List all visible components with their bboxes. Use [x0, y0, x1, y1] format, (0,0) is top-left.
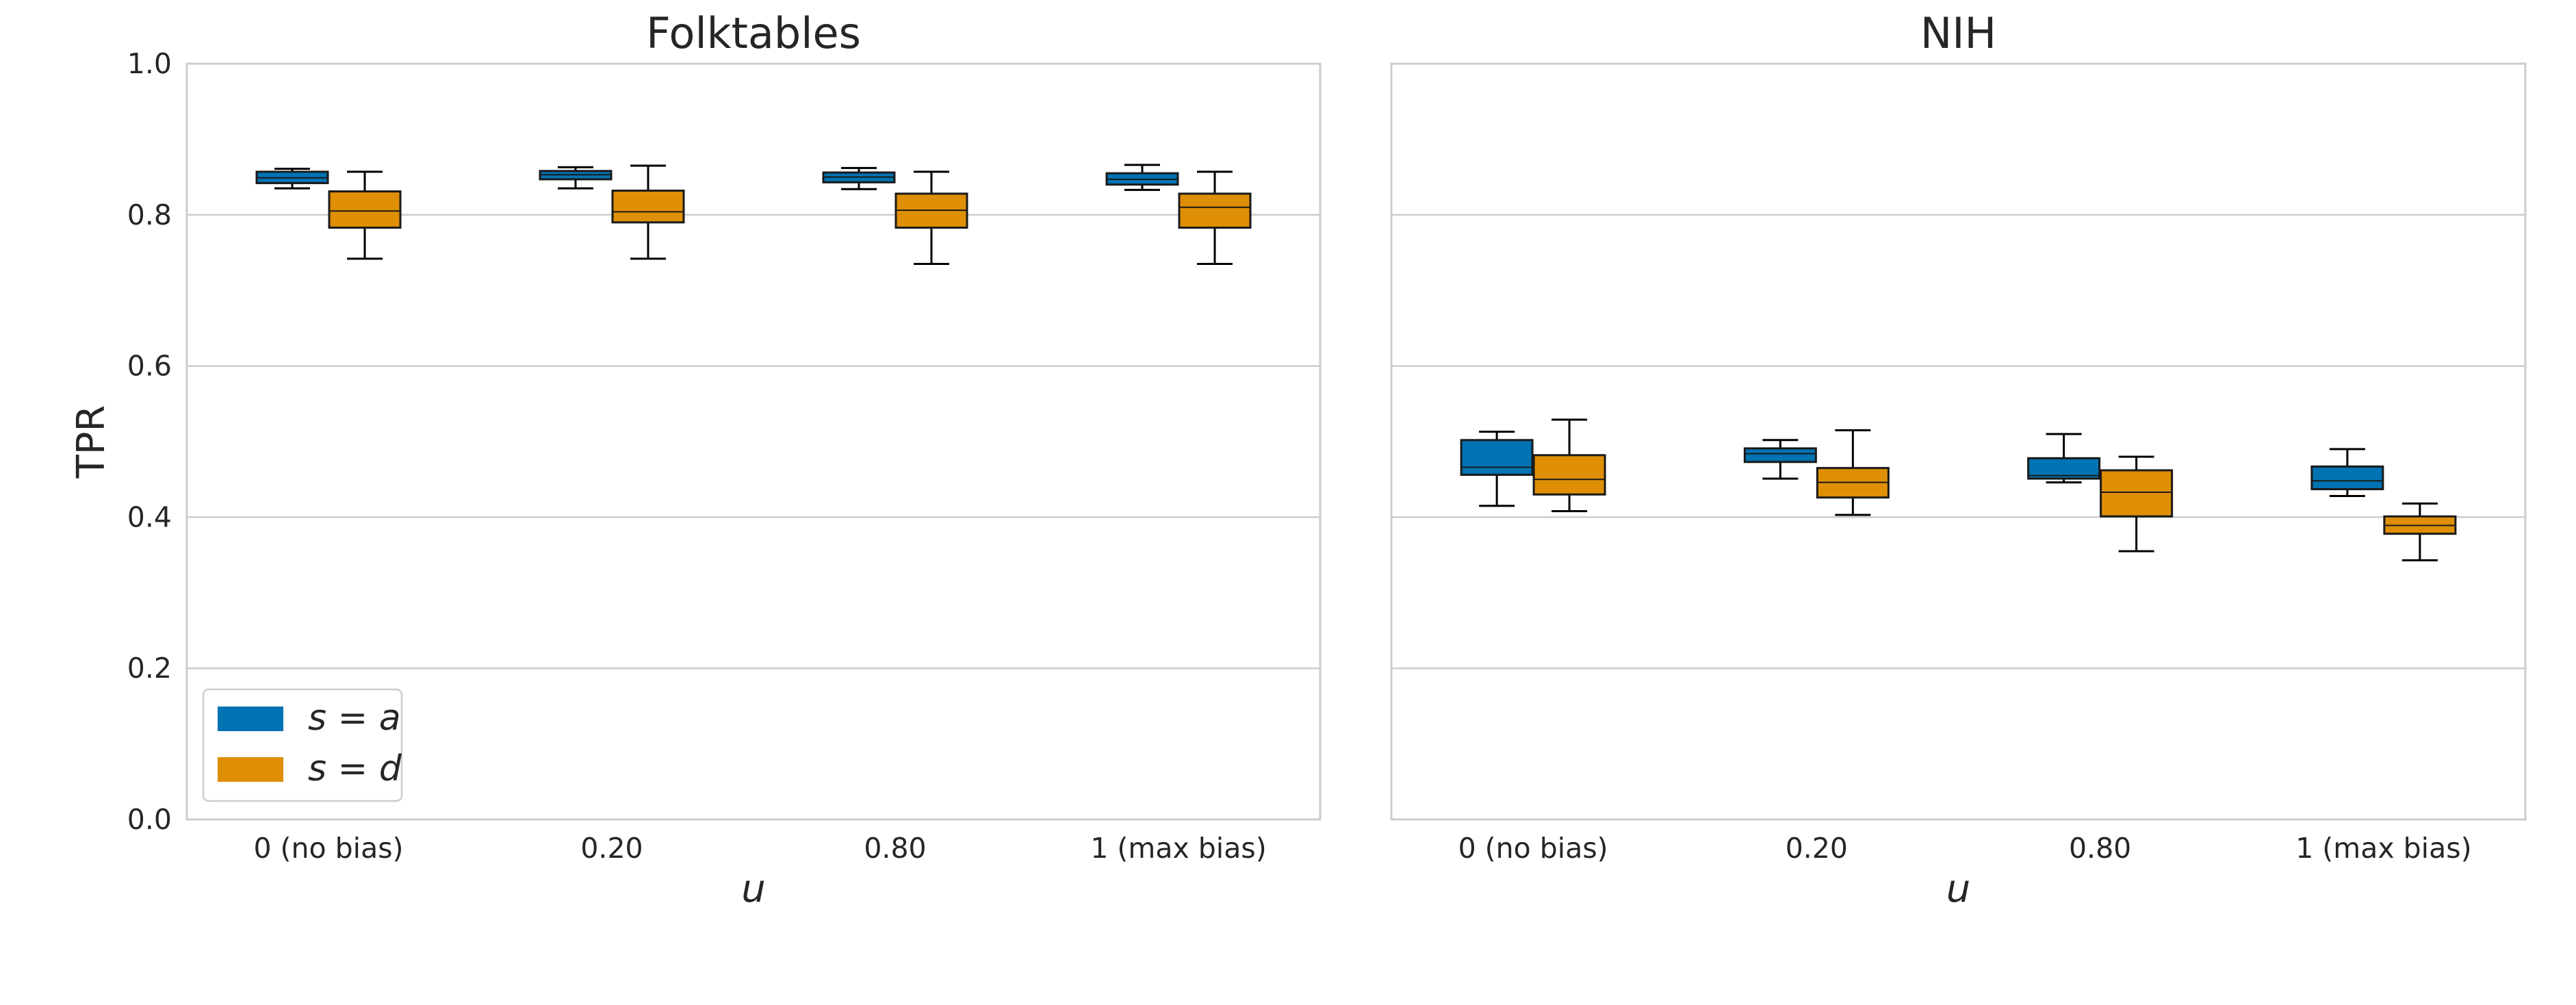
- legend-label: s = a: [308, 698, 401, 739]
- box-s-a: [2310, 448, 2384, 497]
- box-s-d: [328, 170, 402, 260]
- box-s-a: [822, 166, 896, 190]
- box-body: [1460, 439, 1534, 476]
- x-tick-label: 0.80: [864, 832, 926, 865]
- y-tick-label: 1.0: [127, 47, 172, 80]
- box-body: [328, 190, 402, 229]
- legend-label: s = d: [308, 748, 402, 789]
- x-tick-label: 0.80: [2069, 832, 2131, 865]
- chart-title: Folktables: [646, 8, 861, 58]
- box-s-a: [1743, 439, 1817, 480]
- box-s-a: [539, 166, 613, 190]
- x-tick-label: 0.20: [1786, 832, 1848, 865]
- x-tick-label: 0 (no bias): [1458, 832, 1608, 865]
- plot-frame: [185, 62, 1322, 821]
- plot-frame: [1390, 62, 2527, 821]
- box-s-a: [255, 167, 329, 190]
- box-s-d: [1532, 418, 1606, 513]
- y-tick-label: 0.2: [127, 652, 172, 685]
- x-axis-label: u: [741, 867, 766, 911]
- box-s-a: [1460, 431, 1534, 507]
- box-body: [611, 189, 685, 224]
- box-s-d: [2100, 455, 2174, 552]
- chart-title: NIH: [1920, 8, 1996, 58]
- box-s-a: [1105, 164, 1179, 191]
- panel-folktables: 0.0 0.2 0.4 0.6 0.8 1.0 Folktables 0 (no bias) 0…: [69, 8, 1322, 911]
- box-s-d: [611, 164, 685, 260]
- panel-nih: NIH 0 (no bias) 0.20 0.80 1 (max bias) u: [1390, 8, 2527, 911]
- x-tick-label: 0.20: [580, 832, 643, 865]
- box-body: [1532, 454, 1606, 496]
- y-tick-label: 0.4: [127, 500, 172, 533]
- box-body: [2310, 465, 2384, 491]
- y-tick-label: 0.8: [127, 199, 172, 231]
- box-s-d: [2383, 502, 2457, 561]
- x-axis-label: u: [1946, 867, 1971, 911]
- y-tick-label: 0.0: [127, 803, 172, 836]
- x-tick-label: 1 (max bias): [2295, 832, 2471, 865]
- box-s-d: [894, 170, 968, 266]
- y-tick-label: 0.6: [127, 350, 172, 383]
- legend-swatch: [218, 757, 283, 782]
- box-body: [1743, 447, 1817, 463]
- box-s-d: [1178, 170, 1252, 266]
- legend: s = a s = d: [202, 688, 403, 802]
- legend-swatch: [218, 707, 283, 731]
- box-s-a: [2027, 433, 2101, 484]
- box-body: [1178, 192, 1252, 229]
- box-s-d: [1816, 429, 1890, 516]
- x-tick-label: 0 (no bias): [253, 832, 403, 865]
- y-axis-label: TPR: [69, 405, 114, 479]
- x-tick-label: 1 (max bias): [1090, 832, 1266, 865]
- box-body: [2100, 469, 2174, 518]
